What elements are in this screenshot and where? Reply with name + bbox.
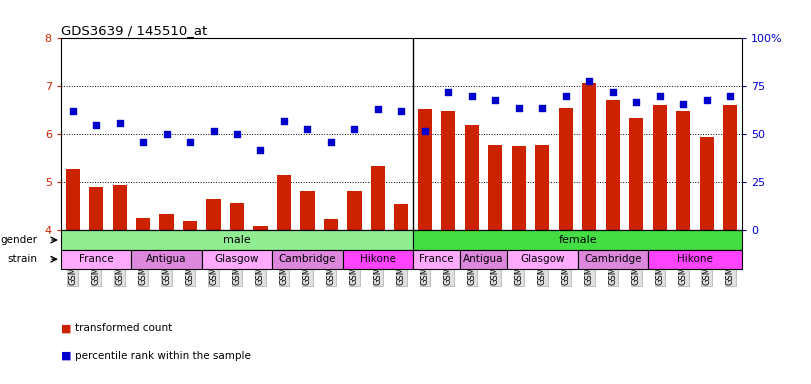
Point bbox=[348, 126, 361, 132]
Bar bbox=[300, 190, 315, 230]
Bar bbox=[507, 250, 577, 269]
Point bbox=[607, 89, 620, 95]
Bar bbox=[136, 218, 150, 230]
Bar bbox=[648, 250, 742, 269]
Bar bbox=[160, 214, 174, 230]
Point bbox=[560, 93, 573, 99]
Text: Hikone: Hikone bbox=[677, 254, 713, 264]
Bar bbox=[465, 125, 479, 230]
Text: female: female bbox=[558, 235, 597, 245]
Point bbox=[724, 93, 737, 99]
Bar bbox=[202, 250, 272, 269]
Bar bbox=[700, 137, 714, 230]
Bar bbox=[113, 185, 127, 230]
Point bbox=[677, 101, 690, 107]
Text: gender: gender bbox=[0, 235, 37, 245]
Bar bbox=[89, 187, 103, 230]
Bar bbox=[653, 104, 667, 230]
Bar bbox=[606, 100, 620, 230]
Point bbox=[466, 93, 478, 99]
Bar bbox=[207, 199, 221, 230]
Point bbox=[583, 78, 596, 84]
Point bbox=[136, 139, 149, 145]
Bar bbox=[559, 108, 573, 230]
Text: Glasgow: Glasgow bbox=[520, 254, 564, 264]
Point bbox=[66, 108, 79, 114]
Bar bbox=[413, 250, 460, 269]
Text: GDS3639 / 145510_at: GDS3639 / 145510_at bbox=[61, 24, 207, 37]
Bar bbox=[418, 109, 432, 230]
Text: France: France bbox=[419, 254, 454, 264]
Text: ■: ■ bbox=[61, 351, 71, 361]
Point bbox=[277, 118, 290, 124]
Point bbox=[418, 127, 431, 134]
Point bbox=[489, 97, 502, 103]
Bar bbox=[343, 250, 413, 269]
Bar bbox=[512, 146, 526, 230]
Bar bbox=[254, 226, 268, 230]
Text: Antigua: Antigua bbox=[463, 254, 504, 264]
Bar bbox=[131, 250, 202, 269]
Bar bbox=[629, 118, 643, 230]
Point bbox=[701, 97, 714, 103]
Point bbox=[536, 104, 549, 111]
Point bbox=[207, 127, 220, 134]
Bar bbox=[460, 250, 507, 269]
Bar bbox=[676, 111, 690, 230]
Text: strain: strain bbox=[7, 254, 37, 264]
Point bbox=[513, 104, 526, 111]
Point bbox=[630, 99, 643, 105]
Point bbox=[301, 126, 314, 132]
Text: Glasgow: Glasgow bbox=[215, 254, 260, 264]
Point bbox=[160, 131, 173, 137]
Text: Hikone: Hikone bbox=[360, 254, 396, 264]
Text: Cambridge: Cambridge bbox=[584, 254, 642, 264]
Bar bbox=[183, 221, 197, 230]
Point bbox=[113, 120, 126, 126]
Bar bbox=[394, 204, 409, 230]
Point bbox=[371, 106, 384, 113]
Bar bbox=[272, 250, 343, 269]
Point bbox=[183, 139, 196, 145]
Bar bbox=[66, 169, 79, 230]
Point bbox=[395, 108, 408, 114]
Point bbox=[442, 89, 455, 95]
Point bbox=[230, 131, 243, 137]
Bar bbox=[582, 83, 596, 230]
Point bbox=[654, 93, 667, 99]
Text: percentile rank within the sample: percentile rank within the sample bbox=[75, 351, 251, 361]
Bar bbox=[277, 175, 291, 230]
Text: Cambridge: Cambridge bbox=[279, 254, 337, 264]
Bar bbox=[413, 230, 742, 250]
Bar bbox=[488, 145, 503, 230]
Bar bbox=[441, 111, 456, 230]
Point bbox=[89, 122, 102, 128]
Bar bbox=[577, 250, 648, 269]
Bar bbox=[324, 219, 338, 230]
Bar bbox=[535, 145, 549, 230]
Text: ■: ■ bbox=[61, 323, 71, 333]
Point bbox=[254, 147, 267, 153]
Text: male: male bbox=[223, 235, 251, 245]
Text: Antigua: Antigua bbox=[146, 254, 187, 264]
Bar bbox=[230, 203, 244, 230]
Bar bbox=[347, 191, 362, 230]
Bar bbox=[61, 250, 131, 269]
Point bbox=[324, 139, 337, 145]
Bar bbox=[61, 230, 413, 250]
Text: transformed count: transformed count bbox=[75, 323, 172, 333]
Text: France: France bbox=[79, 254, 114, 264]
Bar bbox=[371, 166, 385, 230]
Bar bbox=[723, 104, 737, 230]
